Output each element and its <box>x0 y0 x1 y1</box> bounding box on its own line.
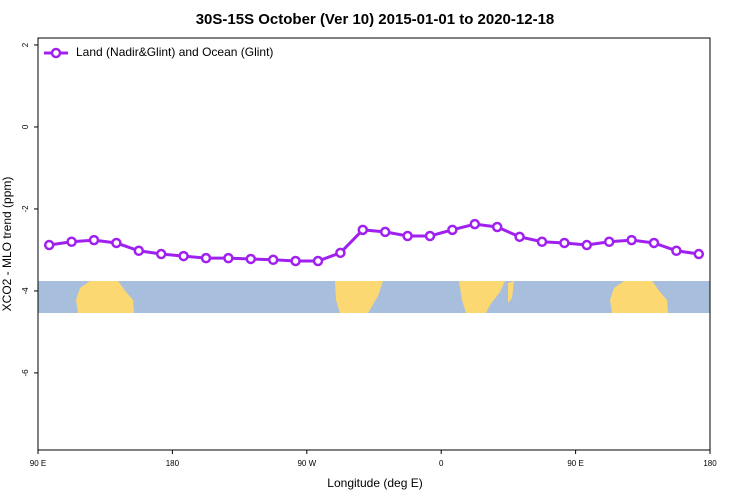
point <box>111 237 122 249</box>
x-tick-label: 180 <box>703 459 717 468</box>
plot-frame <box>37 37 711 451</box>
y-tick-label: 2 <box>21 42 30 47</box>
point <box>447 224 458 236</box>
point <box>379 226 391 238</box>
x-tick-label: 90 E <box>567 459 583 468</box>
legend: Land (Nadir&Glint) and Ocean (Glint) <box>44 45 273 59</box>
point <box>424 230 436 242</box>
point <box>290 255 301 267</box>
x-tick-label: 0 <box>439 459 444 468</box>
point <box>267 254 279 266</box>
point <box>155 248 167 260</box>
point <box>626 234 637 246</box>
point <box>133 245 145 257</box>
y-axis-label: XCO2 - MLO trend (ppm) <box>0 177 14 312</box>
point <box>312 255 324 267</box>
y-tick-label: -4 <box>21 287 30 295</box>
point <box>581 239 593 251</box>
x-tick-label: 90 E <box>30 459 46 468</box>
x-axis-label: Longitude (deg E) <box>327 476 422 490</box>
series-line <box>48 222 700 263</box>
point <box>245 253 257 265</box>
y-tick-label: -6 <box>21 369 30 377</box>
chart-title: 30S-15S October (Ver 10) 2015-01-01 to 2… <box>196 11 555 28</box>
point <box>178 250 189 262</box>
point <box>536 236 548 247</box>
point <box>559 237 570 249</box>
point <box>491 221 503 233</box>
point <box>43 239 55 251</box>
point <box>66 236 77 247</box>
x-tick-label: 90 W <box>297 459 316 468</box>
point <box>402 230 413 242</box>
point <box>469 218 481 230</box>
point <box>603 236 615 247</box>
map-strip <box>38 281 710 313</box>
point <box>357 224 369 236</box>
y-tick-label: 0 <box>21 124 30 129</box>
point <box>671 245 682 257</box>
legend-marker <box>50 47 62 59</box>
x-tick-label: 180 <box>166 459 180 468</box>
point <box>88 234 100 246</box>
point <box>335 247 346 259</box>
point <box>200 252 212 264</box>
point <box>693 248 705 260</box>
point <box>648 237 660 249</box>
point <box>223 252 234 264</box>
y-tick-label: -2 <box>21 205 30 213</box>
legend-label: Land (Nadir&Glint) and Ocean (Glint) <box>76 45 273 59</box>
point <box>514 231 525 243</box>
